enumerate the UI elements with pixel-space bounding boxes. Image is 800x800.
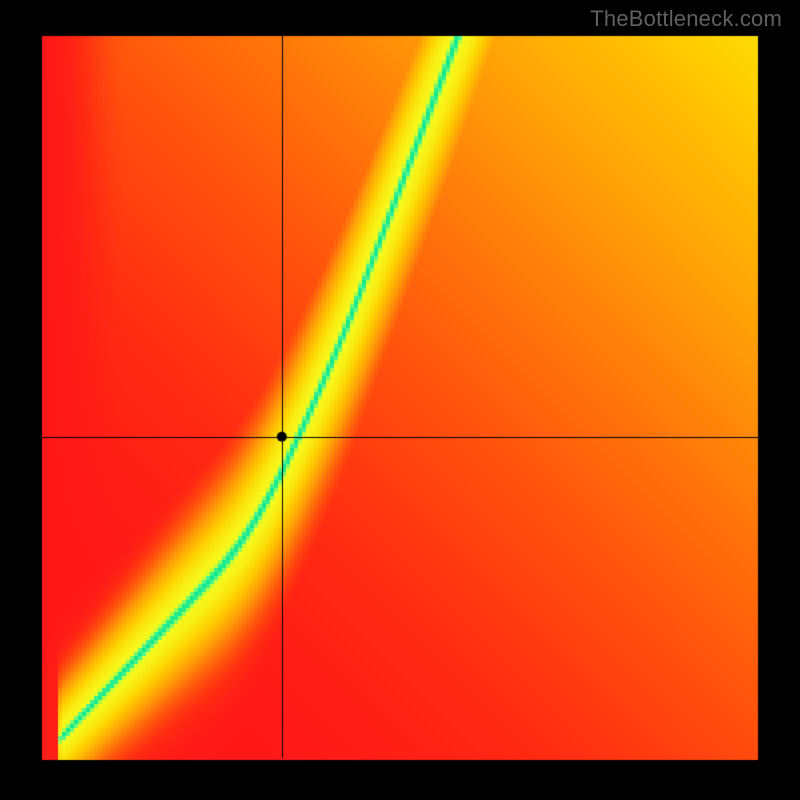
watermark-text: TheBottleneck.com [590, 6, 782, 32]
bottleneck-heatmap [0, 0, 800, 800]
